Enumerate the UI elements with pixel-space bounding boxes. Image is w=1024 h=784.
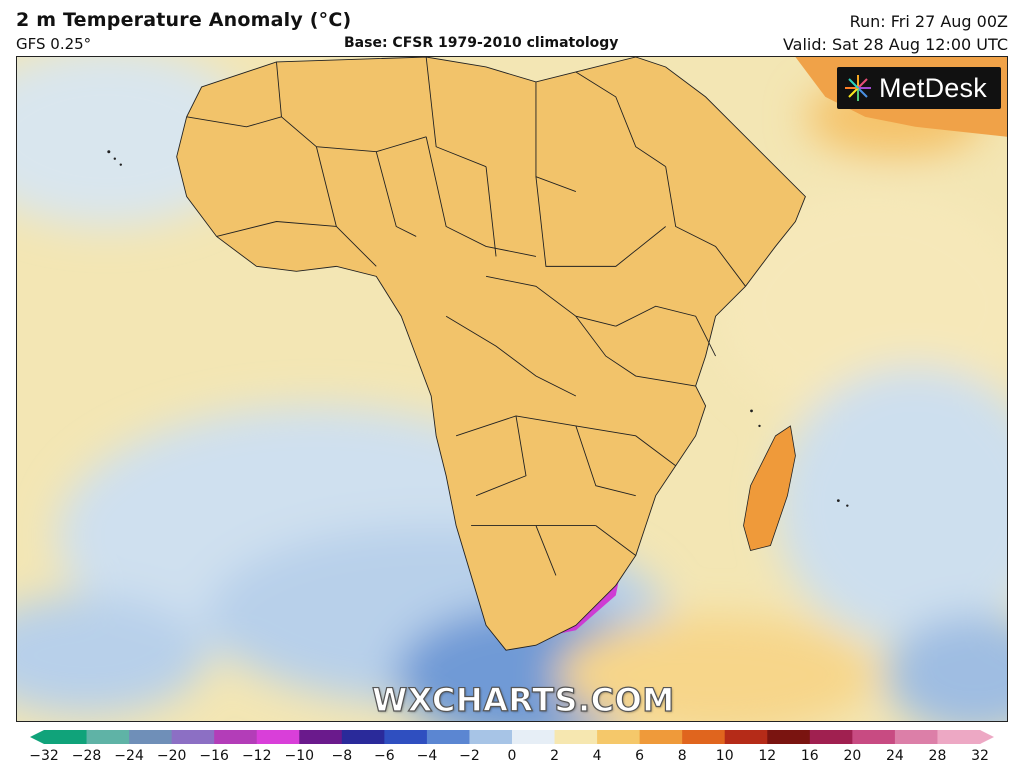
legend-tick-label: −16 (199, 748, 229, 764)
legend-color-segment (44, 730, 88, 744)
legend-color-segment (86, 730, 130, 744)
legend-color-segment (299, 730, 343, 744)
legend-tick-label: 28 (928, 748, 947, 764)
legend-color-segment (341, 730, 385, 744)
legend-tick-label: 12 (758, 748, 777, 764)
legend-tick-label: 2 (550, 748, 559, 764)
legend-color-segment (512, 730, 556, 744)
legend-tick-label: −10 (284, 748, 315, 764)
run-time-label: Run: Fri 27 Aug 00Z (849, 12, 1008, 31)
legend-color-segment (554, 730, 598, 744)
legend-tick-label: 6 (635, 748, 645, 764)
legend-tick-label: 8 (677, 748, 687, 764)
legend-color-segment (852, 730, 896, 744)
legend-tick-label: −20 (156, 748, 187, 764)
islands (107, 150, 849, 507)
climatology-base-label: Base: CFSR 1979-2010 climatology (344, 35, 619, 51)
legend-color-segment (767, 730, 811, 744)
color-scale-bar (30, 730, 994, 744)
legend-color-segment (256, 730, 300, 744)
legend-color-segment (384, 730, 428, 744)
legend-tick-label: 10 (715, 748, 734, 764)
legend-color-segment (214, 730, 258, 744)
legend-tick-label: −2 (459, 748, 480, 764)
legend-tick-label: 24 (885, 748, 904, 764)
legend-min-arrow (30, 730, 44, 744)
valid-time-label: Valid: Sat 28 Aug 12:00 UTC (782, 35, 1008, 54)
legend-color-segment (937, 730, 981, 744)
legend-max-arrow (980, 730, 994, 744)
wxcharts-watermark: WXCHARTS.COM (371, 680, 675, 719)
temperature-anomaly-map (17, 57, 1007, 721)
legend-tick-label: −28 (71, 748, 102, 764)
legend-tick-label: −24 (114, 748, 144, 764)
metdesk-logo: MetDesk (837, 67, 1001, 109)
legend-color-segment (426, 730, 470, 744)
color-scale-labels: −32 −28 −24 −20 −16 −12 −10 −8 −6 −4 −2 0 2 4 6 8 10 12 16… (0, 748, 1024, 772)
legend-tick-label: 0 (507, 748, 517, 764)
country-borders (176, 57, 806, 651)
legend-tick-label: 16 (800, 748, 819, 764)
madagascar (743, 425, 796, 551)
legend-color-segment (171, 730, 215, 744)
legend-color-segment (469, 730, 513, 744)
metdesk-logo-text: MetDesk (879, 72, 987, 103)
legend-color-segment (639, 730, 683, 744)
color-scale-svg (30, 730, 994, 744)
legend-color-segment (129, 730, 173, 744)
map-panel: MetDesk WXCHARTS.COM (16, 56, 1008, 722)
legend-tick-label: −32 (29, 748, 59, 764)
legend-color-segment (809, 730, 853, 744)
legend-color-segment (724, 730, 768, 744)
legend-color-segment (597, 730, 641, 744)
map-title: 2 m Temperature Anomaly (°C) (16, 9, 352, 31)
metdesk-sunburst-icon (845, 75, 871, 101)
legend-color-segment (682, 730, 726, 744)
legend-tick-label: −12 (241, 748, 272, 764)
model-label: GFS 0.25° (16, 35, 92, 53)
legend-tick-label: −8 (331, 748, 353, 764)
legend-tick-label: 20 (843, 748, 862, 764)
legend-tick-label: 32 (971, 748, 989, 764)
legend-tick-label: 4 (592, 748, 602, 764)
legend-tick-label: −4 (416, 748, 438, 764)
legend-color-segment (894, 730, 938, 744)
legend-tick-label: −6 (374, 748, 395, 764)
